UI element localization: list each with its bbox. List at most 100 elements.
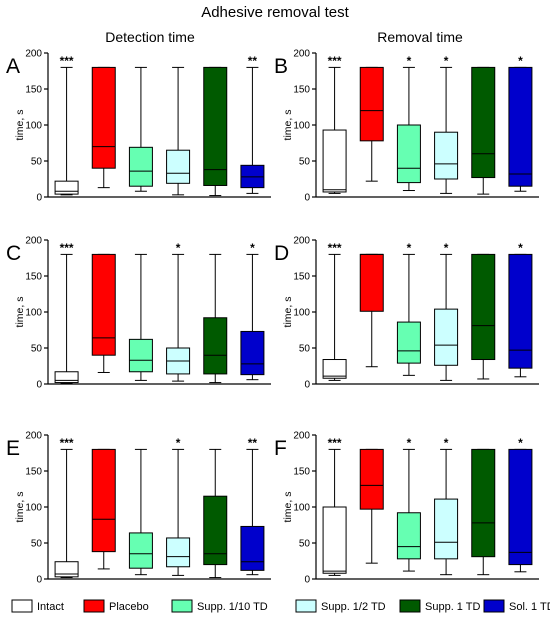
y-axis-label: time, s [282,110,294,141]
y-axis-label: time, s [14,110,26,141]
box-rect [91,448,116,553]
significance-label: * [407,436,412,450]
figure-title: Adhesive removal test [201,4,349,21]
y-tick-label: 50 [299,539,311,550]
significance-label: *** [328,436,342,450]
box-C-2 [91,253,116,373]
legend-swatch [83,599,105,613]
box-rect [54,561,79,578]
box-rect [203,317,228,375]
panel-letter: D [274,242,289,265]
legend-item-supp12: Supp. 1/2 TD [295,599,386,613]
box-F-1: *** [322,436,347,576]
box-rect [322,506,347,574]
box-rect [508,448,533,566]
y-tick-label: 50 [299,157,311,168]
box-rect [396,321,421,364]
y-tick-label: 50 [299,344,311,355]
legend-swatch [11,599,33,613]
significance-label: * [444,54,449,68]
y-axis-label: time, s [14,492,26,523]
box-rect [322,359,347,379]
box-rect [322,129,347,193]
box-A-6: ** [240,54,265,194]
box-B-4: * [434,54,459,194]
legend-label: Supp. 1/10 TD [197,601,268,613]
box-rect [359,448,384,510]
box-A-4 [166,66,191,196]
box-rect [203,66,228,186]
box-D-4: * [434,241,459,381]
box-D-1: *** [322,241,347,381]
box-rect [240,525,265,571]
box-A-3 [128,66,153,192]
y-tick-label: 200 [293,49,310,60]
legend-swatch [171,599,193,613]
box-rect [166,537,191,568]
box-rect [91,66,116,169]
box-C-1: *** [54,241,79,384]
y-tick-label: 150 [293,85,310,96]
significance-label: * [444,241,449,255]
significance-label: * [444,436,449,450]
y-tick-label: 100 [293,121,310,132]
box-rect [240,330,265,376]
box-D-6: * [508,241,533,378]
legend-swatch [483,599,505,613]
legend-label: Supp. 1 TD [425,601,480,613]
y-tick-label: 50 [31,157,43,168]
box-rect [128,532,153,569]
legend-item-sol1: Sol. 1 TD [483,599,550,613]
y-tick-label: 0 [36,193,42,204]
y-tick-label: 100 [293,308,310,319]
y-tick-label: 150 [25,272,42,283]
box-E-1: *** [54,436,79,579]
box-E-3 [128,448,153,576]
y-tick-label: 200 [293,236,310,247]
box-rect [434,308,459,366]
box-rect [359,253,384,312]
y-tick-label: 0 [304,380,310,391]
significance-label: ** [248,54,258,68]
box-rect [396,512,421,560]
significance-label: *** [60,241,74,255]
box-rect [203,495,228,566]
significance-label: * [518,436,523,450]
significance-label: ** [248,436,258,450]
legend-label: Sol. 1 TD [509,601,550,613]
box-B-6: * [508,54,533,192]
box-F-2 [359,448,384,564]
y-axis-label: time, s [14,297,26,328]
legend-label: Intact [37,601,64,613]
column-title-removal: Removal time [377,29,463,45]
panel-letter: A [6,55,20,78]
y-axis-label: time, s [282,492,294,523]
y-tick-label: 100 [25,121,42,132]
box-rect [54,371,79,384]
y-tick-label: 50 [31,344,43,355]
box-B-2 [359,66,384,182]
box-E-4: * [166,436,191,576]
panel-letter: F [274,437,287,460]
box-F-6: * [508,436,533,573]
box-rect [434,498,459,560]
significance-label: * [518,241,523,255]
box-F-4: * [434,436,459,576]
box-F-5 [471,448,496,576]
significance-label: * [176,241,181,255]
box-D-5 [471,253,496,380]
box-rect [91,253,116,356]
significance-label: * [176,436,181,450]
box-A-5 [203,66,228,197]
y-tick-label: 150 [293,272,310,283]
box-A-1: *** [54,54,79,196]
y-tick-label: 150 [293,467,310,478]
legend-item-supp110: Supp. 1/10 TD [171,599,268,613]
